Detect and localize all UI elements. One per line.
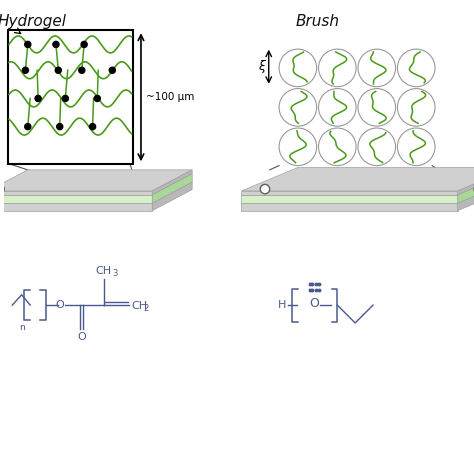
Text: H: H	[278, 300, 286, 310]
Circle shape	[319, 49, 356, 87]
Circle shape	[53, 41, 59, 47]
Polygon shape	[152, 170, 192, 195]
Polygon shape	[0, 170, 192, 191]
Bar	[8, 30, 133, 164]
Polygon shape	[0, 195, 152, 203]
Polygon shape	[152, 173, 192, 203]
Circle shape	[81, 41, 87, 47]
Circle shape	[0, 184, 4, 194]
Text: 2: 2	[144, 304, 149, 313]
Polygon shape	[0, 182, 192, 203]
Circle shape	[109, 67, 115, 73]
Text: Brush: Brush	[295, 14, 339, 29]
Circle shape	[57, 124, 63, 130]
Polygon shape	[241, 203, 457, 211]
Polygon shape	[0, 191, 152, 195]
Polygon shape	[241, 195, 457, 203]
Circle shape	[319, 89, 356, 126]
Polygon shape	[457, 171, 474, 203]
Circle shape	[25, 41, 31, 47]
Circle shape	[358, 49, 396, 87]
Circle shape	[94, 95, 100, 101]
Text: O: O	[56, 300, 64, 310]
Polygon shape	[152, 182, 192, 211]
Circle shape	[279, 128, 317, 165]
Circle shape	[397, 49, 435, 87]
Text: ξ: ξ	[258, 60, 265, 73]
Circle shape	[279, 89, 317, 126]
Text: CH: CH	[131, 301, 147, 311]
Circle shape	[35, 95, 41, 101]
Text: n: n	[19, 323, 25, 332]
Polygon shape	[241, 167, 474, 191]
Polygon shape	[457, 180, 474, 211]
Circle shape	[358, 128, 396, 165]
Polygon shape	[457, 167, 474, 195]
Circle shape	[397, 128, 435, 165]
Text: O: O	[77, 332, 86, 342]
Text: CH: CH	[95, 266, 111, 276]
Text: Hydrogel: Hydrogel	[0, 14, 66, 29]
Polygon shape	[241, 171, 474, 195]
Polygon shape	[0, 203, 152, 211]
Circle shape	[397, 89, 435, 126]
Circle shape	[90, 124, 96, 130]
Circle shape	[62, 95, 68, 101]
Text: 3: 3	[112, 269, 117, 278]
Circle shape	[319, 128, 356, 165]
Circle shape	[279, 49, 317, 87]
Circle shape	[79, 67, 85, 73]
Circle shape	[25, 124, 31, 130]
Circle shape	[260, 184, 270, 194]
Circle shape	[22, 67, 28, 73]
Polygon shape	[241, 180, 474, 203]
Polygon shape	[241, 191, 457, 195]
Circle shape	[55, 67, 61, 73]
Polygon shape	[0, 173, 192, 195]
Text: ~100 μm: ~100 μm	[146, 92, 194, 102]
Text: O: O	[310, 297, 319, 310]
Circle shape	[358, 89, 396, 126]
